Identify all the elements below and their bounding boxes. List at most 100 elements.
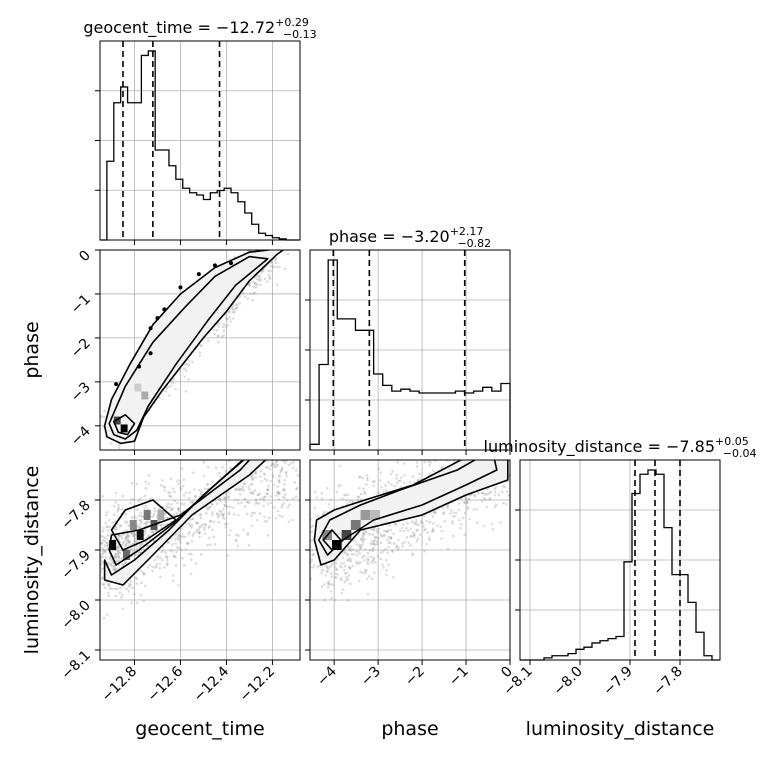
sample-point [280,515,284,519]
sample-point [474,453,477,456]
sample-point [454,455,457,458]
x-axis-label-geocent_time: geocent_time [135,718,264,740]
sample-point [212,520,216,524]
sample-point [389,472,393,476]
sample-point [222,334,226,337]
sample-point [232,513,236,516]
sample-point [252,285,256,289]
sample-point [195,530,198,533]
sample-point [140,543,143,546]
x-tick-label: −4 [314,663,340,689]
sample-point [371,527,375,531]
sample-point [118,551,121,555]
sample-point [195,520,198,524]
sample-point [275,241,278,244]
sample-point [291,518,294,522]
sample-point [401,544,404,548]
sample-point [100,559,103,563]
sample-point [499,521,502,524]
sample-point [377,537,380,541]
sample-point [503,485,507,489]
sample-point [226,318,229,321]
sample-point [472,507,476,511]
sample-point [374,536,377,539]
sample-point [151,569,154,573]
sample-point [248,281,252,285]
sample-point [361,540,365,544]
sample-point [226,496,230,499]
sample-point [479,453,482,456]
sample-point [199,513,202,517]
sample-point [94,500,97,503]
sample-point [230,307,234,310]
sample-point [131,542,135,546]
sample-point [274,460,278,463]
sample-point [281,457,284,460]
sample-point [517,463,520,466]
sample-point [218,497,222,501]
y-tick-label: −7.9 [58,548,93,583]
sample-point [380,535,383,538]
sample-point [276,456,279,459]
sample-point [138,544,142,547]
sample-point [159,556,162,560]
sample-point [266,488,270,492]
sample-point [263,247,266,250]
sample-point [212,452,215,455]
sample-point [363,537,366,541]
sample-point [277,431,280,434]
sample-point [114,552,117,556]
sample-point [287,463,291,467]
sample-point [137,514,141,517]
sample-point [347,574,351,577]
panel-title-luminosity_distance: luminosity_distance = −7.85+0.05 −0.04 [484,435,757,460]
sample-point [251,490,255,494]
sample-point [139,550,142,554]
sample-point [476,521,479,524]
sample-point [310,558,314,561]
sample-point [169,385,172,388]
sample-point [165,563,169,567]
sample-point [263,473,266,477]
sample-point [358,552,361,555]
sample-point [206,543,209,547]
sample-point [278,474,281,477]
sample-point [145,521,148,525]
sample-point [108,555,112,559]
sample-point [327,567,330,571]
sample-point [257,243,260,246]
sample-point [237,534,240,537]
sample-point [306,558,309,561]
sample-point [502,501,505,505]
sample-point [267,484,270,488]
sample-point [451,515,455,518]
sample-point [129,579,133,583]
sample-point [112,513,116,517]
sample-point [90,586,93,589]
sample-point [256,443,259,446]
sample-point [187,552,191,556]
sample-point [277,480,281,484]
title-sup: +0.29 [275,16,309,29]
x-tick-label: −7.8 [650,664,685,699]
sample-point [133,515,136,519]
sample-point [254,499,258,502]
sample-point [366,551,370,555]
panels-layer [90,40,721,665]
histogram-phase [309,259,511,450]
sample-point [294,487,298,491]
sample-point [330,575,333,578]
sample-point [422,515,426,518]
sample-point [338,564,342,568]
sample-point [338,464,342,468]
sample-point [277,492,281,496]
sample-point [334,562,338,565]
sample-point [497,493,501,497]
sample-point [146,566,150,569]
sample-point [269,464,273,468]
sample-point [216,512,219,516]
sample-point [446,506,450,510]
sample-point [480,491,484,495]
sample-point [269,236,272,239]
sample-point [198,535,201,539]
